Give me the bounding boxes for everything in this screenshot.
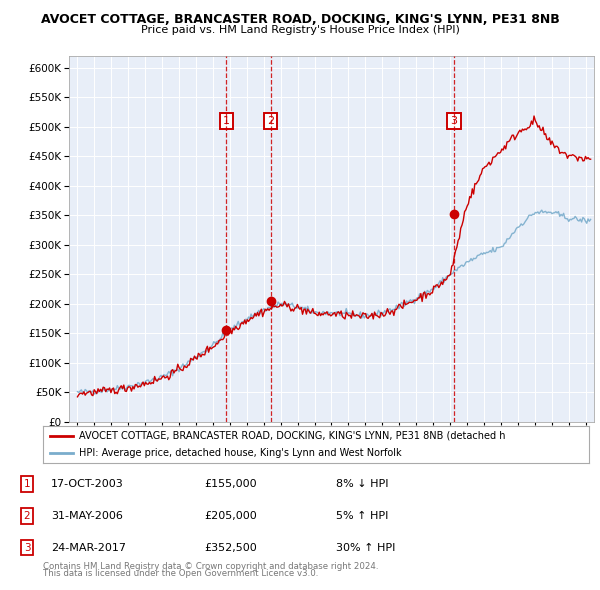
Text: £205,000: £205,000 [204,511,257,520]
Text: 24-MAR-2017: 24-MAR-2017 [51,543,126,552]
Text: Contains HM Land Registry data © Crown copyright and database right 2024.: Contains HM Land Registry data © Crown c… [43,562,379,571]
Text: 30% ↑ HPI: 30% ↑ HPI [336,543,395,552]
Text: 2: 2 [23,511,31,520]
Text: Price paid vs. HM Land Registry's House Price Index (HPI): Price paid vs. HM Land Registry's House … [140,25,460,35]
Text: £352,500: £352,500 [204,543,257,552]
Text: 1: 1 [23,479,31,489]
Text: £155,000: £155,000 [204,479,257,489]
Text: AVOCET COTTAGE, BRANCASTER ROAD, DOCKING, KING'S LYNN, PE31 8NB (detached h: AVOCET COTTAGE, BRANCASTER ROAD, DOCKING… [79,431,505,441]
Text: 3: 3 [23,543,31,552]
Text: AVOCET COTTAGE, BRANCASTER ROAD, DOCKING, KING'S LYNN, PE31 8NB: AVOCET COTTAGE, BRANCASTER ROAD, DOCKING… [41,13,559,26]
Text: 31-MAY-2006: 31-MAY-2006 [51,511,123,520]
Text: 5% ↑ HPI: 5% ↑ HPI [336,511,388,520]
Text: 17-OCT-2003: 17-OCT-2003 [51,479,124,489]
Text: 1: 1 [223,116,230,126]
Text: 8% ↓ HPI: 8% ↓ HPI [336,479,389,489]
Text: 3: 3 [451,116,457,126]
Text: This data is licensed under the Open Government Licence v3.0.: This data is licensed under the Open Gov… [43,569,319,578]
Text: HPI: Average price, detached house, King's Lynn and West Norfolk: HPI: Average price, detached house, King… [79,448,401,458]
Text: 2: 2 [267,116,274,126]
